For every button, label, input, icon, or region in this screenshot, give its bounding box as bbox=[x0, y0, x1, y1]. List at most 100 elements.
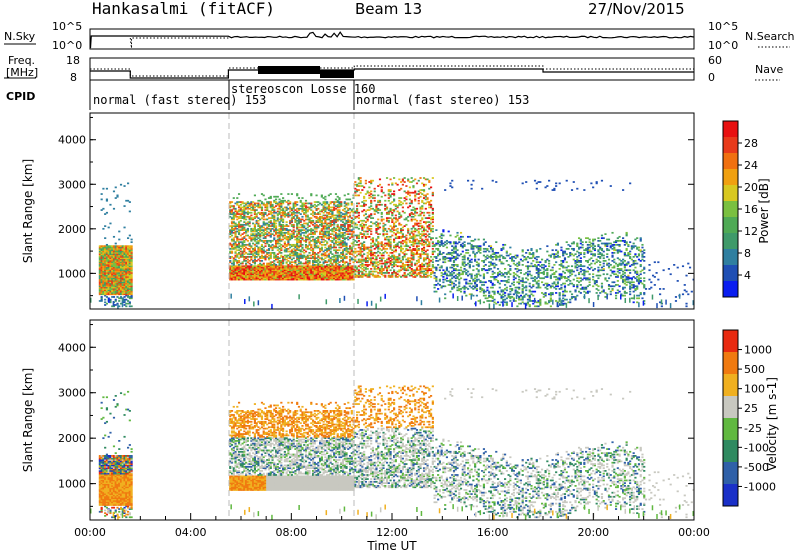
power-cell bbox=[402, 184, 404, 186]
power-cell bbox=[113, 191, 115, 193]
power-cell bbox=[358, 228, 360, 230]
power-cell bbox=[432, 192, 434, 194]
power-cell bbox=[430, 276, 432, 278]
power-cell bbox=[449, 291, 451, 293]
power-cell bbox=[432, 216, 434, 218]
power-cell bbox=[446, 277, 448, 279]
power-cell bbox=[370, 249, 372, 251]
power-cell bbox=[377, 212, 379, 214]
power-cell bbox=[231, 235, 233, 237]
power-cell bbox=[379, 209, 381, 211]
power-cell bbox=[370, 233, 372, 235]
power-cell bbox=[293, 257, 295, 259]
power-cell bbox=[358, 215, 360, 217]
power-cell bbox=[419, 196, 421, 198]
freq-block-a bbox=[258, 66, 320, 74]
power-cell bbox=[129, 301, 131, 303]
power-cell bbox=[439, 251, 441, 253]
power-cell bbox=[455, 280, 457, 282]
power-cell bbox=[432, 225, 434, 227]
power-cell bbox=[384, 195, 386, 197]
power-cell bbox=[321, 247, 323, 249]
power-cell bbox=[381, 189, 383, 191]
power-cell bbox=[381, 187, 383, 189]
power-cell bbox=[261, 207, 263, 209]
power-cell bbox=[384, 275, 386, 277]
power-cell bbox=[261, 260, 263, 262]
power-cell bbox=[250, 212, 252, 214]
power-cell bbox=[386, 177, 388, 179]
power-cell bbox=[363, 196, 365, 198]
power-cell bbox=[430, 256, 432, 258]
power-cell bbox=[434, 272, 436, 274]
power-cell bbox=[118, 231, 120, 233]
power-cell bbox=[442, 229, 444, 231]
power-cell bbox=[236, 197, 238, 199]
power-cell bbox=[402, 203, 404, 205]
power-cell bbox=[123, 227, 125, 229]
power-cell bbox=[405, 185, 407, 187]
power-cell bbox=[393, 269, 395, 271]
power-cell bbox=[397, 228, 399, 230]
power-cell bbox=[301, 197, 303, 199]
power-cell bbox=[293, 224, 295, 226]
power-cell bbox=[370, 205, 372, 207]
power-cell bbox=[310, 217, 312, 219]
power-cell bbox=[250, 245, 252, 247]
power-cell bbox=[386, 231, 388, 233]
power-cell bbox=[354, 259, 356, 261]
power-cell bbox=[326, 201, 328, 203]
power-cell bbox=[435, 237, 437, 239]
power-cell bbox=[271, 204, 273, 206]
power-cell bbox=[305, 251, 307, 253]
power-cell bbox=[389, 178, 391, 180]
power-cell bbox=[423, 227, 425, 229]
power-cell bbox=[360, 180, 362, 182]
power-cell bbox=[423, 189, 425, 191]
power-cell bbox=[365, 213, 367, 215]
power-cell bbox=[407, 220, 409, 222]
power-cell bbox=[308, 225, 310, 227]
power-cell bbox=[231, 201, 233, 203]
power-cell bbox=[104, 237, 106, 239]
power-cell bbox=[240, 220, 242, 222]
power-cell bbox=[129, 211, 131, 213]
power-cell bbox=[435, 291, 437, 293]
power-cell bbox=[363, 253, 365, 255]
power-cell bbox=[400, 188, 402, 190]
power-cell bbox=[379, 178, 381, 180]
power-cell bbox=[307, 215, 309, 217]
power-cell bbox=[315, 231, 317, 233]
cpid-segment-2: stereoscon Losse 160 bbox=[231, 82, 376, 96]
power-cell bbox=[407, 178, 409, 180]
power-cell bbox=[370, 191, 372, 193]
power-cell bbox=[358, 203, 360, 205]
power-cell bbox=[446, 267, 448, 269]
power-cell bbox=[305, 200, 307, 202]
power-cell bbox=[330, 251, 332, 253]
power-cell bbox=[321, 195, 323, 197]
power-cell bbox=[379, 200, 381, 202]
freq-label-line2: [MHz] bbox=[6, 66, 38, 79]
power-cell bbox=[432, 212, 434, 214]
power-cell bbox=[455, 245, 457, 247]
power-cell bbox=[109, 204, 111, 206]
power-cell bbox=[419, 223, 421, 225]
power-cell bbox=[270, 196, 272, 198]
power-cell bbox=[330, 193, 332, 195]
power-cell bbox=[430, 204, 432, 206]
power-cell bbox=[284, 241, 286, 243]
power-cell bbox=[300, 213, 302, 215]
power-cell bbox=[115, 187, 117, 189]
power-cell bbox=[442, 281, 444, 283]
power-cell bbox=[432, 261, 434, 263]
power-cell bbox=[270, 201, 272, 203]
power-cell bbox=[238, 193, 240, 195]
power-cell bbox=[131, 241, 133, 243]
power-cell bbox=[247, 228, 249, 230]
nave-trace bbox=[90, 66, 694, 76]
noise-left-tick-top: 10^5 bbox=[52, 20, 82, 33]
power-cell bbox=[377, 195, 379, 197]
power-cell bbox=[326, 241, 328, 243]
power-cell bbox=[337, 224, 339, 226]
